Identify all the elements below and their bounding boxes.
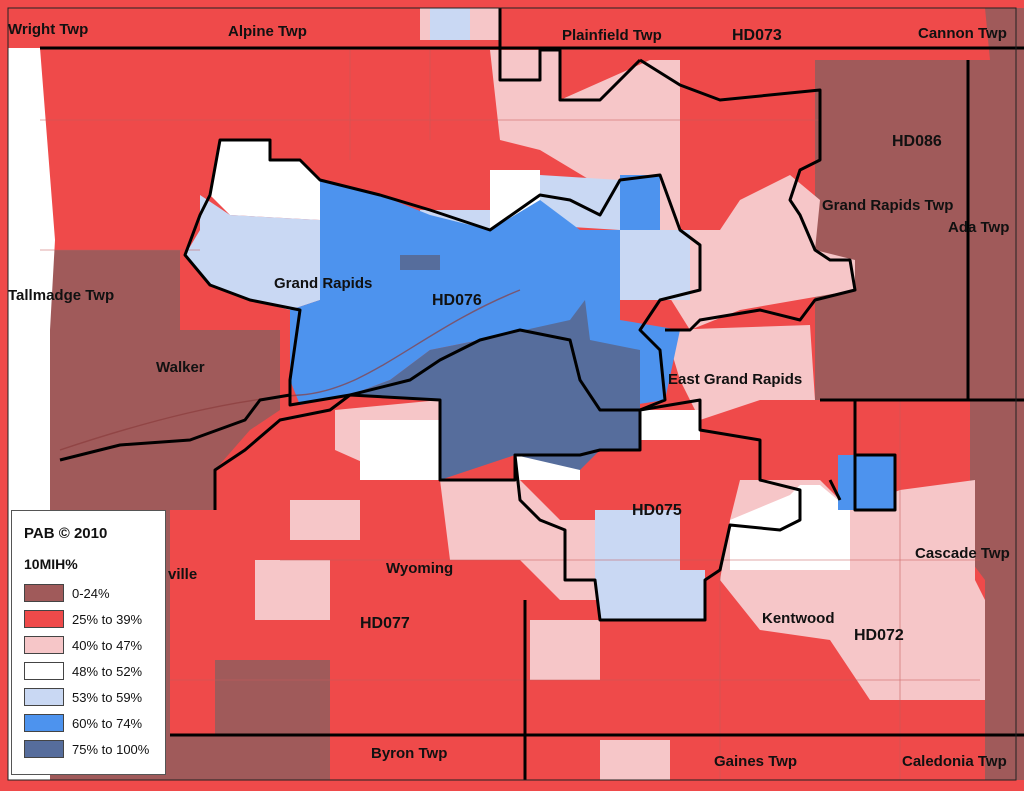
precinct-region xyxy=(620,230,690,300)
hd086-boundary xyxy=(639,58,857,332)
legend-swatch xyxy=(24,740,64,758)
place-label: Ada Twp xyxy=(948,219,1009,236)
place-label: Wright Twp xyxy=(8,21,88,38)
district-label: HD075 xyxy=(632,502,682,519)
legend-label: 60% to 74% xyxy=(72,715,143,731)
river xyxy=(59,289,521,451)
precinct-region xyxy=(838,455,895,510)
legend-field-name: 10MIH% xyxy=(24,556,78,572)
district-boundaries xyxy=(40,8,1024,780)
legend-swatch xyxy=(24,714,64,732)
precinct-region xyxy=(350,300,640,480)
district-label: HD073 xyxy=(732,27,782,44)
precinct-region xyxy=(215,660,330,735)
place-labels: Wright Twp Alpine Twp Plainfield Twp Can… xyxy=(8,21,1010,770)
precinct-region xyxy=(620,175,660,230)
legend-swatch xyxy=(24,662,64,680)
district-label: HD076 xyxy=(432,292,482,309)
place-label: Byron Twp xyxy=(371,745,447,762)
precinct-region xyxy=(255,560,330,620)
legend-swatch xyxy=(24,688,64,706)
kentwood-boundary xyxy=(820,398,1024,501)
map-legend: PAB © 2010 10MIH% 0-24% 25% to 39% 40% t… xyxy=(11,510,166,775)
legend-title: PAB © 2010 xyxy=(24,525,108,542)
precinct-region xyxy=(400,255,440,270)
legend-label: 0-24% xyxy=(72,585,110,601)
precinct-region xyxy=(600,740,670,780)
road-network xyxy=(40,48,980,780)
place-label: Tallmadge Twp xyxy=(8,287,114,304)
legend-row: 0-24% xyxy=(24,580,155,606)
place-label: Alpine Twp xyxy=(228,23,307,40)
legend-swatch xyxy=(24,610,64,628)
precinct-region xyxy=(815,60,1024,400)
legend-label: 40% to 47% xyxy=(72,637,143,653)
precinct-region xyxy=(640,410,700,440)
map-frame xyxy=(7,7,1017,781)
district-label: HD086 xyxy=(892,133,942,150)
place-label: Gaines Twp xyxy=(714,753,797,770)
wyoming-boundary xyxy=(213,393,517,510)
place-label: Walker xyxy=(156,359,205,376)
precinct-region xyxy=(970,400,1024,780)
precinct-region xyxy=(290,500,360,540)
legend-row: 40% to 47% xyxy=(24,632,155,658)
precinct-region xyxy=(665,325,815,420)
place-label: Cannon Twp xyxy=(918,25,1007,42)
city-line-grand-rapids xyxy=(498,40,642,102)
precinct-region xyxy=(430,8,470,40)
place-label: Caledonia Twp xyxy=(902,753,1007,770)
place-label: Plainfield Twp xyxy=(562,27,662,44)
legend-row: 60% to 74% xyxy=(24,710,155,736)
precinct-region xyxy=(185,195,320,310)
legend-row: 48% to 52% xyxy=(24,658,155,684)
legend-label: 53% to 59% xyxy=(72,689,143,705)
hd075-boundary xyxy=(513,398,802,622)
legend-row: 53% to 59% xyxy=(24,684,155,710)
legend-label: 75% to 100% xyxy=(72,741,150,757)
place-label: Grand Rapids Twp xyxy=(822,197,953,214)
place-label: ville xyxy=(168,566,197,583)
district-label: HD077 xyxy=(360,615,410,632)
precincts-75-100 xyxy=(350,255,640,480)
precinct-region xyxy=(595,510,705,620)
township-line-mid xyxy=(853,400,897,512)
place-label: Grand Rapids xyxy=(274,275,372,292)
legend-label: 25% to 39% xyxy=(72,611,143,627)
precinct-region xyxy=(968,60,1024,330)
district-labels: HD073 HD086 HD076 HD075 HD077 HD072 xyxy=(360,27,942,644)
legend-swatch xyxy=(24,636,64,654)
place-label: Kentwood xyxy=(762,610,835,627)
precinct-region xyxy=(360,420,440,480)
legend-row: 25% to 39% xyxy=(24,606,155,632)
place-label: East Grand Rapids xyxy=(668,371,802,388)
legend-label: 48% to 52% xyxy=(72,663,143,679)
hd076-boundary xyxy=(183,138,702,412)
legend-row: 75% to 100% xyxy=(24,736,155,762)
legend-swatch xyxy=(24,584,64,602)
precinct-region xyxy=(530,620,600,680)
place-label: Wyoming xyxy=(386,560,453,577)
place-label: Cascade Twp xyxy=(915,545,1010,562)
walker-river-boundary xyxy=(59,393,291,462)
precinct-region xyxy=(440,480,600,600)
precinct-region xyxy=(730,485,850,570)
district-label: HD072 xyxy=(854,627,904,644)
